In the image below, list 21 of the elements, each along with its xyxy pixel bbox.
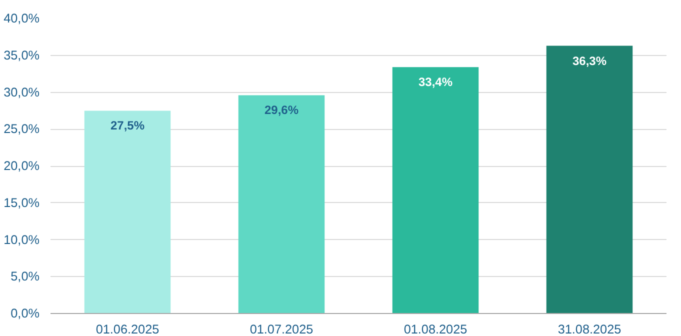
y-tick-label: 30,0% (4, 85, 40, 100)
data-label: 36,3% (572, 54, 607, 68)
y-tick-label: 20,0% (4, 159, 40, 173)
x-tick-label: 31.08.2025 (558, 322, 622, 336)
y-tick-label: 10,0% (4, 232, 40, 247)
bar (84, 110, 171, 314)
y-tick-label: 15,0% (4, 196, 40, 210)
x-tick-label: 01.08.2025 (404, 322, 468, 336)
x-tick-label: 01.06.2025 (96, 322, 160, 336)
data-label: 33,4% (418, 75, 453, 90)
data-label: 27,5% (110, 118, 145, 133)
bar (392, 67, 479, 314)
y-tick-label: 35,0% (4, 48, 40, 62)
y-tick-label: 0,0% (10, 306, 40, 320)
bar (238, 95, 325, 314)
y-tick-label: 40,0% (4, 12, 40, 26)
y-tick-label: 25,0% (4, 122, 40, 136)
x-tick-label: 01.07.2025 (250, 322, 314, 336)
bar (546, 46, 633, 314)
y-tick-label: 5,0% (10, 270, 40, 284)
data-label: 29,6% (264, 103, 299, 118)
